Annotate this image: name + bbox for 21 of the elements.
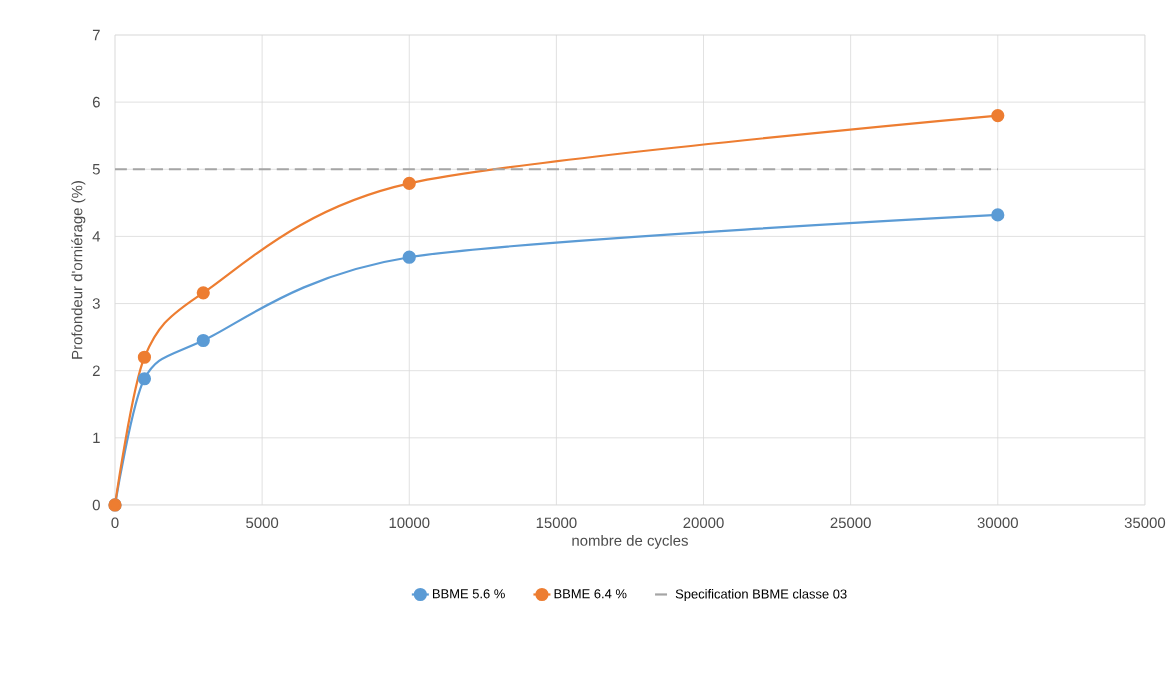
y-tick-label: 5 <box>92 164 100 175</box>
legend-label: Specification BBME classe 03 <box>675 589 847 602</box>
y-axis-title: Profondeur d'orniérage (%) <box>71 181 86 359</box>
x-tick-label: 25000 <box>830 517 871 529</box>
legend-label: BBME 6.4 % <box>554 589 627 599</box>
legend-label: BBME 5.6 % <box>433 589 505 599</box>
y-tick-label: 3 <box>92 298 100 309</box>
y-tick-label: 4 <box>92 231 101 242</box>
x-tick-label: 0 <box>111 517 119 529</box>
y-tick-label: 6 <box>92 96 100 108</box>
y-tick-label: 7 <box>92 29 100 41</box>
y-tick-label: 1 <box>93 432 100 443</box>
x-tick-label: 10000 <box>389 517 430 529</box>
y-tick-label: 2 <box>92 365 100 376</box>
x-axis-title: nombre de cycles <box>572 534 688 549</box>
x-tick-label: 35000 <box>1124 517 1166 529</box>
x-tick-label: 15000 <box>536 517 577 529</box>
x-tick-label: 5000 <box>246 517 279 529</box>
x-tick-label: 30000 <box>977 517 1018 529</box>
y-tick-label: 0 <box>92 499 100 511</box>
x-tick-label: 20000 <box>683 517 724 529</box>
